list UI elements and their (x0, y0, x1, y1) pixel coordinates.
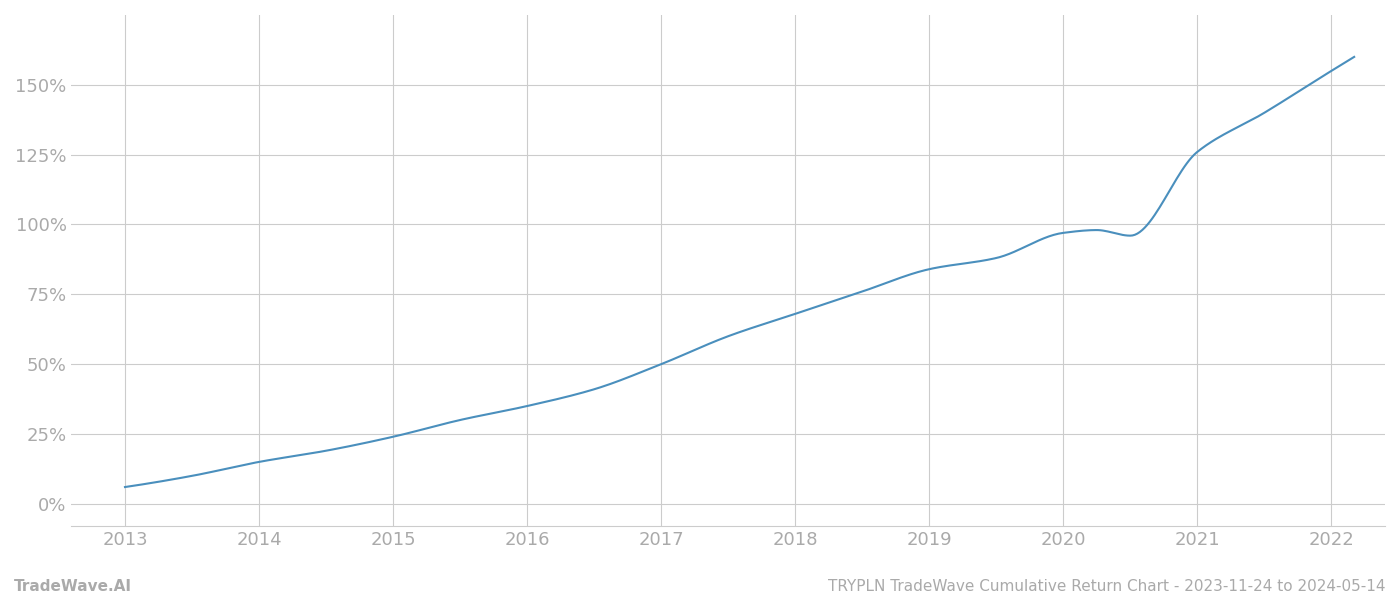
Text: TRYPLN TradeWave Cumulative Return Chart - 2023-11-24 to 2024-05-14: TRYPLN TradeWave Cumulative Return Chart… (829, 579, 1386, 594)
Text: TradeWave.AI: TradeWave.AI (14, 579, 132, 594)
